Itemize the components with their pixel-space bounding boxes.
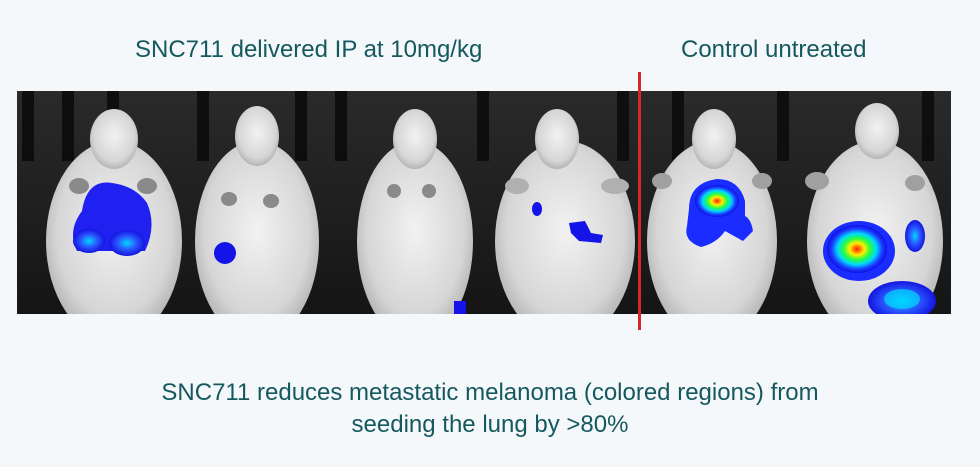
- figure-caption: SNC711 reduces metastatic melanoma (colo…: [0, 377, 980, 441]
- group-divider-line: [638, 72, 641, 330]
- caption-line-2: seeding the lung by >80%: [351, 411, 629, 438]
- mouse-treated-4: [495, 109, 635, 314]
- mouse-control-2: [805, 103, 943, 314]
- mouse-treated-2: [195, 106, 319, 314]
- mouse-control-1: [647, 109, 777, 314]
- caption-line-1: SNC711 reduces metastatic melanoma (colo…: [161, 379, 819, 406]
- treated-group-heading: SNC711 delivered IP at 10mg/kg: [135, 36, 483, 63]
- control-group-heading: Control untreated: [681, 36, 867, 63]
- mouse-treated-3: [357, 109, 473, 314]
- bioluminescence-image-strip: [17, 91, 951, 314]
- mouse-treated-1: [46, 109, 182, 314]
